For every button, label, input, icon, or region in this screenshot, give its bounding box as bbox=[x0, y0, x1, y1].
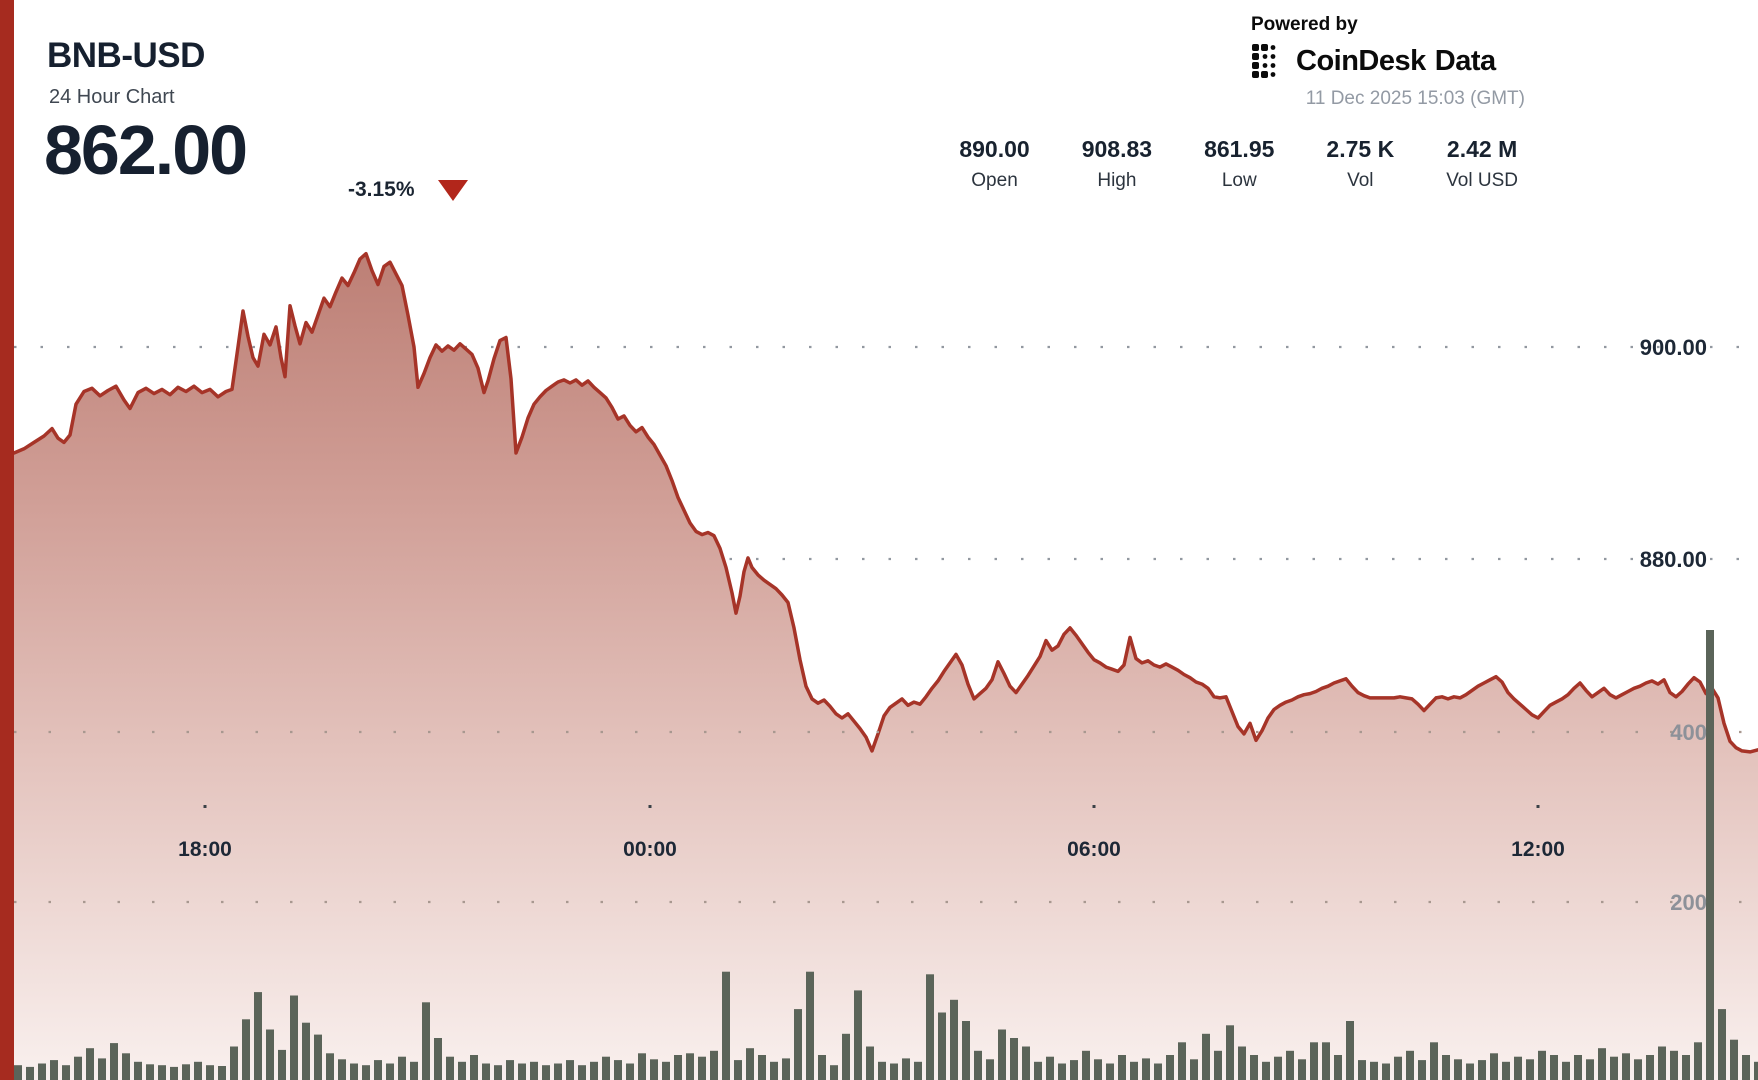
time-axis-label: 00:00 bbox=[623, 838, 677, 861]
time-axis-label: 06:00 bbox=[1067, 838, 1121, 861]
time-axis-label: 12:00 bbox=[1511, 838, 1565, 861]
stat-vol-usd-label: Vol USD bbox=[1446, 170, 1518, 191]
volume-axis-label: 400 bbox=[1670, 720, 1707, 745]
stat-high-value: 908.83 bbox=[1081, 136, 1153, 162]
down-triangle-icon bbox=[438, 180, 468, 201]
stat-vol-usd-value: 2.42 M bbox=[1446, 136, 1518, 162]
stat-high-label: High bbox=[1097, 170, 1137, 191]
stat-vol-usd: 2.42 M Vol USD bbox=[1446, 136, 1518, 192]
stat-low-value: 861.95 bbox=[1204, 136, 1275, 162]
chart-subtitle: 24 Hour Chart bbox=[49, 86, 175, 108]
stat-high: 908.83 High bbox=[1082, 136, 1152, 192]
coindesk-word: CoinDesk bbox=[1296, 44, 1426, 77]
powered-by-label: Powered by bbox=[1251, 14, 1358, 35]
branding-block: Powered by CoinDesk Data bbox=[1251, 14, 1525, 110]
ohlc-stats-row: 890.00 Open 908.83 High 861.95 Low 2.75 … bbox=[959, 136, 1518, 192]
time-axis-label: 18:00 bbox=[178, 838, 232, 861]
volume-bars bbox=[14, 630, 1758, 1080]
coindesk-mark-icon bbox=[1252, 44, 1276, 78]
left-red-edge-strip bbox=[0, 0, 14, 1080]
timestamp: 11 Dec 2025 15:03 (GMT) bbox=[1305, 88, 1525, 109]
stat-vol-label: Vol bbox=[1347, 170, 1374, 191]
price-axis-label: 900.00 bbox=[1640, 335, 1707, 360]
stat-open-value: 890.00 bbox=[959, 136, 1030, 162]
stat-open: 890.00 Open bbox=[959, 136, 1029, 192]
time-tick-dots bbox=[203, 805, 1540, 808]
data-word: Data bbox=[1434, 44, 1496, 77]
price-line bbox=[12, 251, 1758, 754]
stat-low: 861.95 Low bbox=[1204, 136, 1274, 192]
price-axis-label: 880.00 bbox=[1640, 547, 1707, 572]
coindesk-logo-text: CoinDesk Data bbox=[1296, 45, 1496, 78]
stat-vol-value: 2.75 K bbox=[1326, 136, 1395, 162]
last-price: 862.00 bbox=[44, 111, 248, 189]
stat-vol: 2.75 K Vol bbox=[1326, 136, 1394, 192]
volume-axis-label: 200 bbox=[1670, 890, 1707, 915]
price-area-fill bbox=[14, 253, 1758, 1080]
stat-low-label: Low bbox=[1221, 170, 1257, 191]
coindesk-logo: CoinDesk Data bbox=[1251, 43, 1525, 79]
stat-open-label: Open bbox=[971, 170, 1018, 191]
symbol-title: BNB-USD bbox=[47, 36, 205, 75]
change-percent: -3.15% bbox=[348, 178, 415, 201]
